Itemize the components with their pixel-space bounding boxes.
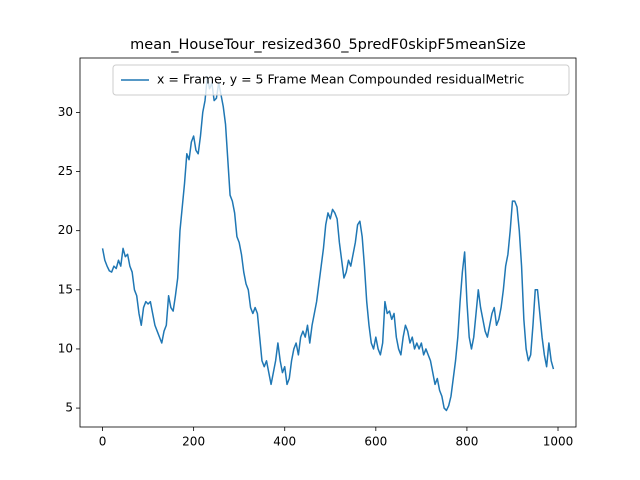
legend-box [112,64,570,96]
y-tick-label: 5 [65,401,73,415]
chart-title: mean_HouseTour_resized360_5predF0skipF5m… [130,37,526,53]
y-tick-label: 15 [58,282,73,296]
x-tick-label: 1000 [543,435,574,449]
legend-label: x = Frame, y = 5 Frame Mean Compounded r… [157,72,524,87]
data-line [101,76,555,412]
x-tick-label: 400 [273,435,296,449]
x-tick-label: 600 [364,435,387,449]
plot-frame [79,57,577,428]
y-tick-label: 10 [58,341,73,355]
x-tick-label: 200 [182,435,205,449]
y-tick-label: 20 [58,223,73,237]
y-tick-label: 30 [58,105,73,119]
x-tick-label: 800 [455,435,478,449]
y-tick-label: 25 [58,164,73,178]
x-tick-label: 0 [99,435,107,449]
